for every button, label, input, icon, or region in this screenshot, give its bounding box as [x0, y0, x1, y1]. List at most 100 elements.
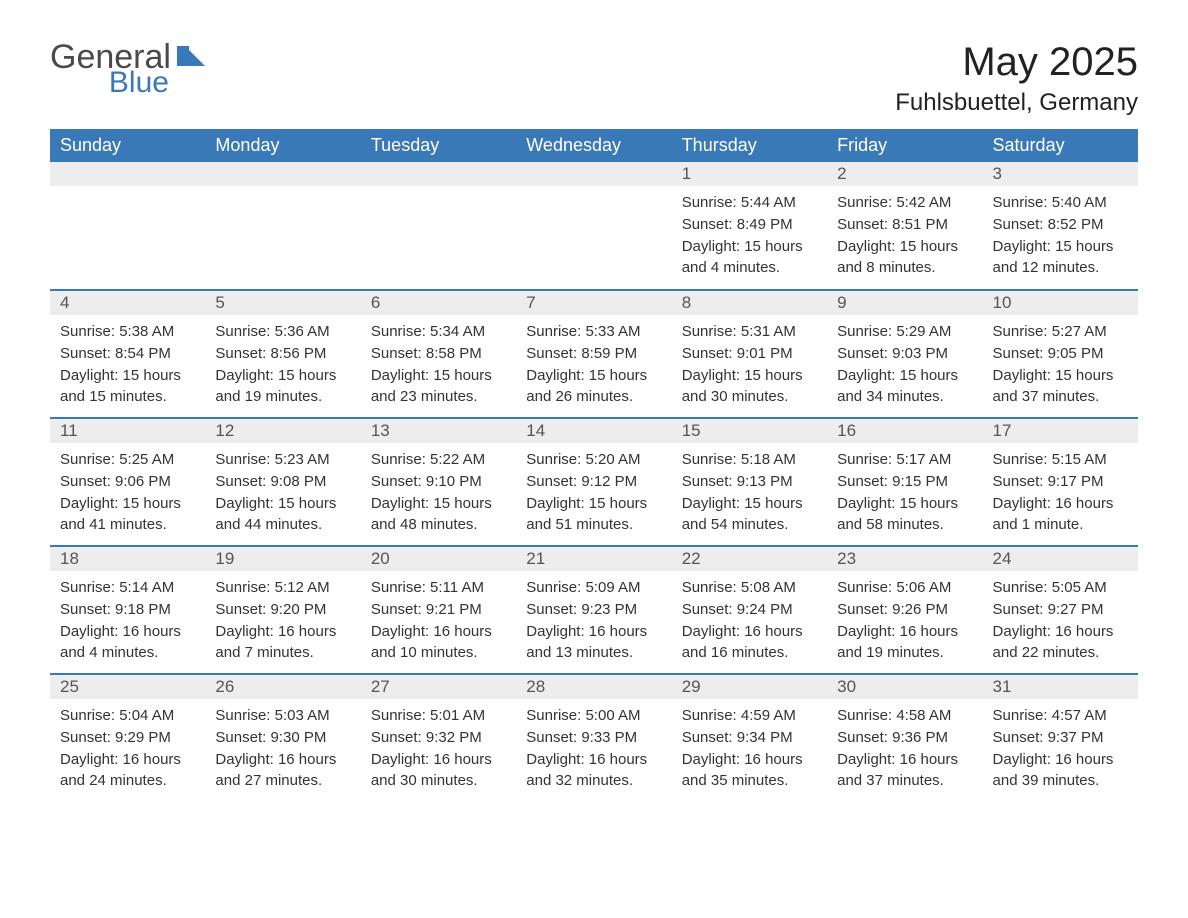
sunrise-value: 5:42 AM	[896, 194, 951, 211]
sunset-line: Sunset: 9:34 PM	[682, 727, 817, 749]
sunset-prefix: Sunset:	[993, 729, 1048, 746]
sunset-value: 9:13 PM	[737, 473, 793, 490]
sunrise-prefix: Sunrise:	[215, 579, 274, 596]
sunrise-value: 4:59 AM	[741, 707, 796, 724]
sunset-value: 8:58 PM	[426, 345, 482, 362]
sunset-line: Sunset: 9:21 PM	[371, 599, 506, 621]
calendar-cell: 10Sunrise: 5:27 AMSunset: 9:05 PMDayligh…	[983, 290, 1138, 418]
sunrise-prefix: Sunrise:	[215, 451, 274, 468]
sunrise-prefix: Sunrise:	[215, 323, 274, 340]
day-details: Sunrise: 4:57 AMSunset: 9:37 PMDaylight:…	[983, 699, 1138, 800]
sunrise-prefix: Sunrise:	[837, 194, 896, 211]
day-details: Sunrise: 4:58 AMSunset: 9:36 PMDaylight:…	[827, 699, 982, 800]
sunrise-value: 5:09 AM	[585, 579, 640, 596]
sunset-value: 9:32 PM	[426, 729, 482, 746]
sunrise-line: Sunrise: 5:34 AM	[371, 321, 506, 343]
sunrise-value: 5:40 AM	[1052, 194, 1107, 211]
daylight-line: Daylight: 15 hours and 30 minutes.	[682, 365, 817, 409]
sunrise-prefix: Sunrise:	[60, 707, 119, 724]
sunset-line: Sunset: 9:15 PM	[837, 471, 972, 493]
sunrise-prefix: Sunrise:	[837, 451, 896, 468]
sunrise-prefix: Sunrise:	[682, 707, 741, 724]
sunset-line: Sunset: 8:59 PM	[526, 343, 661, 365]
day-number: 16	[827, 419, 982, 443]
sunrise-value: 4:58 AM	[896, 707, 951, 724]
sunset-prefix: Sunset:	[682, 216, 737, 233]
sunset-value: 9:01 PM	[737, 345, 793, 362]
calendar-cell: 4Sunrise: 5:38 AMSunset: 8:54 PMDaylight…	[50, 290, 205, 418]
sunset-line: Sunset: 9:17 PM	[993, 471, 1128, 493]
sunrise-value: 5:06 AM	[896, 579, 951, 596]
sunset-value: 9:10 PM	[426, 473, 482, 490]
sunrise-value: 5:18 AM	[741, 451, 796, 468]
sunset-line: Sunset: 9:13 PM	[682, 471, 817, 493]
day-number: 12	[205, 419, 360, 443]
day-number: 6	[361, 291, 516, 315]
day-number: 21	[516, 547, 671, 571]
sunset-prefix: Sunset:	[993, 345, 1048, 362]
calendar-cell: 25Sunrise: 5:04 AMSunset: 9:29 PMDayligh…	[50, 674, 205, 802]
day-number: 5	[205, 291, 360, 315]
calendar-cell: 2Sunrise: 5:42 AMSunset: 8:51 PMDaylight…	[827, 162, 982, 290]
weekday-header: Monday	[205, 129, 360, 162]
sunrise-value: 5:05 AM	[1052, 579, 1107, 596]
daylight-prefix: Daylight:	[682, 367, 745, 384]
day-details: Sunrise: 5:09 AMSunset: 9:23 PMDaylight:…	[516, 571, 671, 672]
calendar-week-row: 4Sunrise: 5:38 AMSunset: 8:54 PMDaylight…	[50, 290, 1138, 418]
daylight-line: Daylight: 15 hours and 12 minutes.	[993, 236, 1128, 280]
sunset-prefix: Sunset:	[837, 473, 892, 490]
sunset-value: 9:06 PM	[115, 473, 171, 490]
sunset-prefix: Sunset:	[837, 216, 892, 233]
daylight-prefix: Daylight:	[837, 623, 900, 640]
day-number: 27	[361, 675, 516, 699]
sunrise-value: 5:15 AM	[1052, 451, 1107, 468]
sunrise-prefix: Sunrise:	[60, 579, 119, 596]
day-details: Sunrise: 5:40 AMSunset: 8:52 PMDaylight:…	[983, 186, 1138, 287]
sunrise-value: 5:29 AM	[896, 323, 951, 340]
day-details: Sunrise: 4:59 AMSunset: 9:34 PMDaylight:…	[672, 699, 827, 800]
calendar-cell: 20Sunrise: 5:11 AMSunset: 9:21 PMDayligh…	[361, 546, 516, 674]
calendar-cell-empty	[205, 162, 360, 290]
day-number: 29	[672, 675, 827, 699]
day-number: 19	[205, 547, 360, 571]
sunrise-value: 5:34 AM	[430, 323, 485, 340]
sunrise-prefix: Sunrise:	[993, 323, 1052, 340]
daylight-prefix: Daylight:	[371, 751, 434, 768]
sunrise-value: 5:31 AM	[741, 323, 796, 340]
sunset-prefix: Sunset:	[371, 729, 426, 746]
sunset-prefix: Sunset:	[993, 601, 1048, 618]
daylight-prefix: Daylight:	[215, 623, 278, 640]
sunrise-line: Sunrise: 5:42 AM	[837, 192, 972, 214]
sunrise-line: Sunrise: 5:23 AM	[215, 449, 350, 471]
sunrise-value: 4:57 AM	[1052, 707, 1107, 724]
sunrise-value: 5:11 AM	[430, 579, 484, 596]
daylight-prefix: Daylight:	[60, 495, 123, 512]
sunrise-prefix: Sunrise:	[526, 579, 585, 596]
daylight-line: Daylight: 16 hours and 1 minute.	[993, 493, 1128, 537]
sunset-value: 9:18 PM	[115, 601, 171, 618]
sunrise-prefix: Sunrise:	[371, 323, 430, 340]
sunrise-value: 5:27 AM	[1052, 323, 1107, 340]
daylight-prefix: Daylight:	[526, 751, 589, 768]
daylight-line: Daylight: 16 hours and 4 minutes.	[60, 621, 195, 665]
weekday-header: Thursday	[672, 129, 827, 162]
daylight-line: Daylight: 15 hours and 54 minutes.	[682, 493, 817, 537]
sunset-line: Sunset: 8:56 PM	[215, 343, 350, 365]
sunset-value: 9:03 PM	[892, 345, 948, 362]
sunset-line: Sunset: 9:10 PM	[371, 471, 506, 493]
sunrise-value: 5:01 AM	[430, 707, 485, 724]
calendar-cell: 13Sunrise: 5:22 AMSunset: 9:10 PMDayligh…	[361, 418, 516, 546]
sunrise-prefix: Sunrise:	[837, 707, 896, 724]
calendar-cell: 16Sunrise: 5:17 AMSunset: 9:15 PMDayligh…	[827, 418, 982, 546]
sunset-value: 8:56 PM	[270, 345, 326, 362]
calendar-cell: 14Sunrise: 5:20 AMSunset: 9:12 PMDayligh…	[516, 418, 671, 546]
day-details: Sunrise: 5:29 AMSunset: 9:03 PMDaylight:…	[827, 315, 982, 416]
daylight-line: Daylight: 16 hours and 39 minutes.	[993, 749, 1128, 793]
daylight-line: Daylight: 15 hours and 44 minutes.	[215, 493, 350, 537]
sunset-prefix: Sunset:	[993, 216, 1048, 233]
daylight-prefix: Daylight:	[993, 367, 1056, 384]
sunset-prefix: Sunset:	[60, 345, 115, 362]
calendar-cell: 9Sunrise: 5:29 AMSunset: 9:03 PMDaylight…	[827, 290, 982, 418]
sunrise-prefix: Sunrise:	[371, 451, 430, 468]
sunset-value: 9:23 PM	[581, 601, 637, 618]
